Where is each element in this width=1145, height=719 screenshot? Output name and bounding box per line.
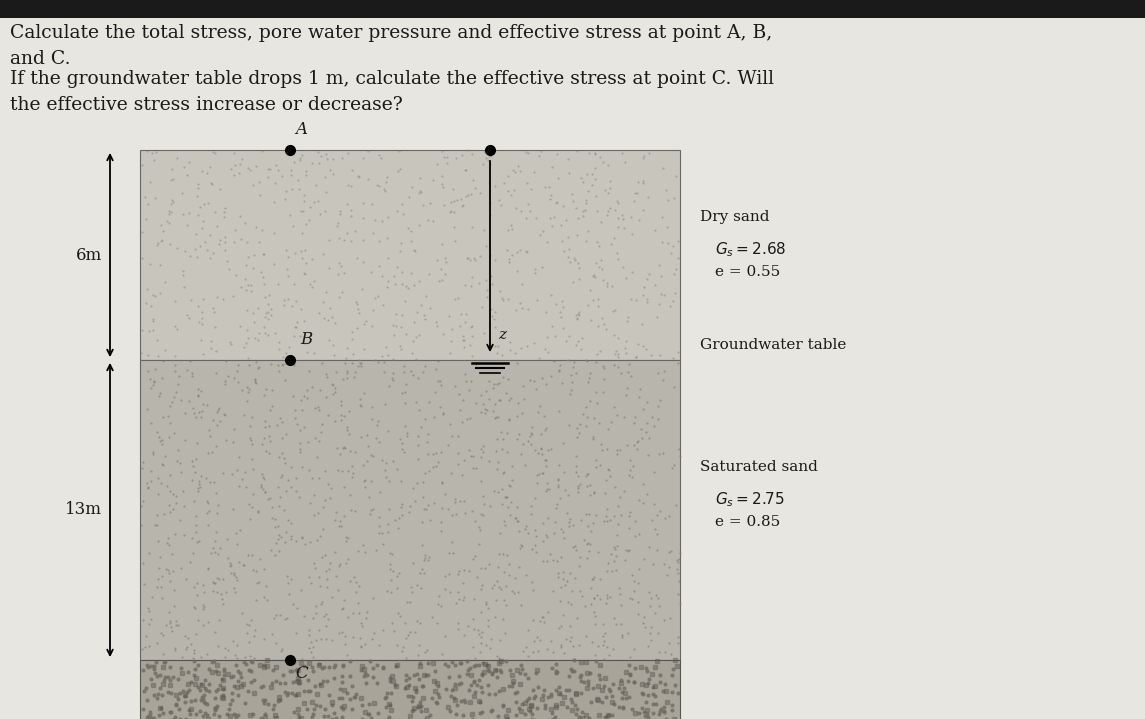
Text: 6m: 6m bbox=[76, 247, 102, 263]
Text: B: B bbox=[300, 331, 313, 348]
Text: A: A bbox=[295, 121, 307, 138]
Text: 13m: 13m bbox=[65, 501, 102, 518]
Text: Groundwater table: Groundwater table bbox=[700, 338, 846, 352]
Text: e = 0.85: e = 0.85 bbox=[714, 515, 780, 529]
Text: Saturated sand: Saturated sand bbox=[700, 460, 818, 474]
Bar bbox=[140, 360, 680, 660]
Text: z: z bbox=[498, 328, 506, 342]
Text: C: C bbox=[295, 665, 308, 682]
Text: Calculate the total stress, pore water pressure and effective stress at point A,: Calculate the total stress, pore water p… bbox=[10, 24, 772, 42]
Text: $G_s = 2.68$: $G_s = 2.68$ bbox=[714, 240, 787, 259]
Text: Dry sand: Dry sand bbox=[700, 210, 769, 224]
Text: and C.: and C. bbox=[10, 50, 71, 68]
Bar bbox=[0, 0, 1145, 18]
Bar bbox=[140, 660, 680, 719]
Text: the effective stress increase or decrease?: the effective stress increase or decreas… bbox=[10, 96, 403, 114]
Text: e = 0.55: e = 0.55 bbox=[714, 265, 780, 279]
Text: $G_s = 2.75$: $G_s = 2.75$ bbox=[714, 490, 785, 509]
Bar bbox=[140, 150, 680, 360]
Text: If the groundwater table drops 1 m, calculate the effective stress at point C. W: If the groundwater table drops 1 m, calc… bbox=[10, 70, 774, 88]
